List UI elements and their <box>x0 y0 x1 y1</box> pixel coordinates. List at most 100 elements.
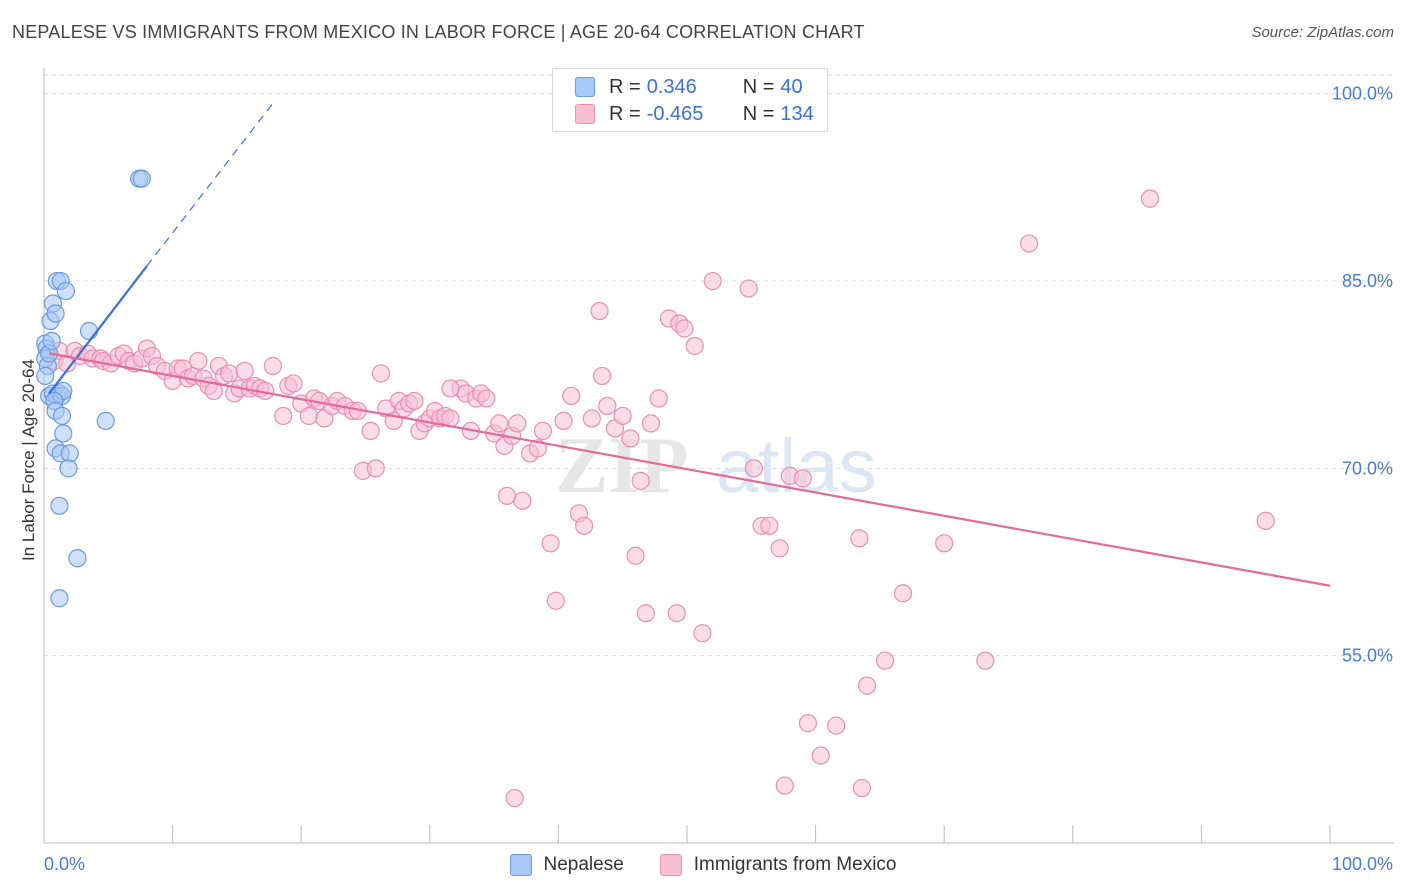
data-point <box>798 714 817 733</box>
stats-legend: R = 0.346 N = 40 R = -0.465 N = 134 <box>552 68 828 132</box>
data-point <box>132 169 151 188</box>
data-point <box>593 366 612 386</box>
data-point <box>528 439 547 458</box>
data-point <box>893 584 913 603</box>
data-point <box>775 776 794 795</box>
data-point <box>1140 189 1160 208</box>
data-point <box>533 421 553 441</box>
data-point <box>693 624 712 643</box>
data-point <box>42 331 61 351</box>
data-point <box>1019 234 1039 253</box>
data-point <box>636 604 655 623</box>
data-point <box>96 411 115 431</box>
data-point <box>760 516 779 535</box>
data-point <box>477 389 496 408</box>
x-tick-labels: 0.0% 100.0% <box>44 854 1393 874</box>
r-value: 0.346 <box>646 75 697 98</box>
trend-line-nepalese-extension <box>146 99 276 267</box>
data-point <box>811 746 830 765</box>
watermark: ZIP atlas <box>555 422 877 510</box>
data-point <box>60 444 79 463</box>
x-tick-label: 0.0% <box>44 854 85 874</box>
data-point <box>263 356 283 376</box>
data-point <box>299 406 319 426</box>
r-value: -0.465 <box>646 102 704 125</box>
x-tick-label: 100.0% <box>1332 854 1393 874</box>
mexico-swatch <box>575 104 595 124</box>
legend-label: Immigrants from Mexico <box>693 854 897 875</box>
data-point <box>590 301 609 321</box>
r-label: R = <box>609 102 641 125</box>
trend-line-mexico <box>48 352 1331 587</box>
data-point <box>675 319 694 338</box>
data-point <box>770 539 789 558</box>
n-value: 134 <box>780 102 814 125</box>
data-point <box>235 361 254 381</box>
n-label: N = <box>742 102 775 125</box>
y-tick-label: 100.0% <box>1332 84 1393 104</box>
watermark-text: atlas <box>716 424 877 509</box>
data-point <box>744 459 763 478</box>
data-point <box>850 529 869 548</box>
trend-line-nepalese <box>48 265 148 395</box>
data-point <box>613 406 632 426</box>
data-point <box>371 364 391 383</box>
data-point <box>626 546 645 565</box>
data-point <box>935 534 954 553</box>
data-point <box>52 406 72 426</box>
data-point <box>562 386 581 406</box>
data-point <box>189 351 208 371</box>
data-point <box>582 409 601 428</box>
data-point <box>441 379 460 398</box>
data-point <box>50 589 69 608</box>
data-point <box>508 414 527 433</box>
stats-row-nepalese: R = 0.346 N = 40 <box>575 75 803 99</box>
r-label: R = <box>609 75 641 98</box>
data-point <box>405 391 424 411</box>
y-tick-label: 70.0% <box>1342 458 1393 478</box>
data-point <box>631 471 650 490</box>
y-axis-title: In Labor Force | Age 20-64 <box>19 359 38 561</box>
data-point <box>875 651 895 670</box>
data-point <box>598 396 617 416</box>
data-point <box>79 321 99 341</box>
series-legend: Nepalese Immigrants from Mexico <box>0 852 1406 878</box>
data-point <box>554 411 573 431</box>
data-point <box>505 788 524 808</box>
data-point <box>667 604 686 623</box>
data-point <box>513 491 532 510</box>
y-tick-labels: 55.0% 70.0% 85.0% 100.0% <box>1332 84 1393 666</box>
data-point <box>54 424 73 443</box>
data-point <box>575 516 594 535</box>
data-point <box>976 651 995 670</box>
chart-title: NEPALESE VS IMMIGRANTS FROM MEXICO IN LA… <box>12 22 865 42</box>
data-point <box>46 304 65 323</box>
series-nepalese-points <box>36 169 151 608</box>
data-point <box>641 414 661 433</box>
data-point <box>793 469 812 488</box>
data-point <box>541 534 560 553</box>
data-point <box>220 364 239 383</box>
data-point <box>497 486 517 505</box>
stats-row-mexico: R = -0.465 N = 134 <box>575 102 814 126</box>
data-point <box>56 281 75 301</box>
data-point <box>59 459 78 478</box>
axes <box>43 68 1394 844</box>
data-point <box>68 549 87 568</box>
data-point <box>685 336 704 356</box>
nepalese-swatch <box>509 854 532 876</box>
data-point <box>739 279 758 298</box>
data-point <box>546 591 565 610</box>
trend-lines <box>48 99 1331 587</box>
y-tick-label: 85.0% <box>1342 271 1393 291</box>
data-point <box>36 366 55 386</box>
data-point <box>857 676 877 695</box>
legend-item-nepalese[interactable]: Nepalese <box>509 854 624 876</box>
n-label: N = <box>742 75 775 98</box>
data-point <box>50 496 69 515</box>
data-point <box>703 271 722 291</box>
data-point <box>490 414 509 433</box>
legend-item-mexico[interactable]: Immigrants from Mexico <box>659 854 897 876</box>
data-point <box>827 716 846 735</box>
data-point <box>1256 511 1275 530</box>
